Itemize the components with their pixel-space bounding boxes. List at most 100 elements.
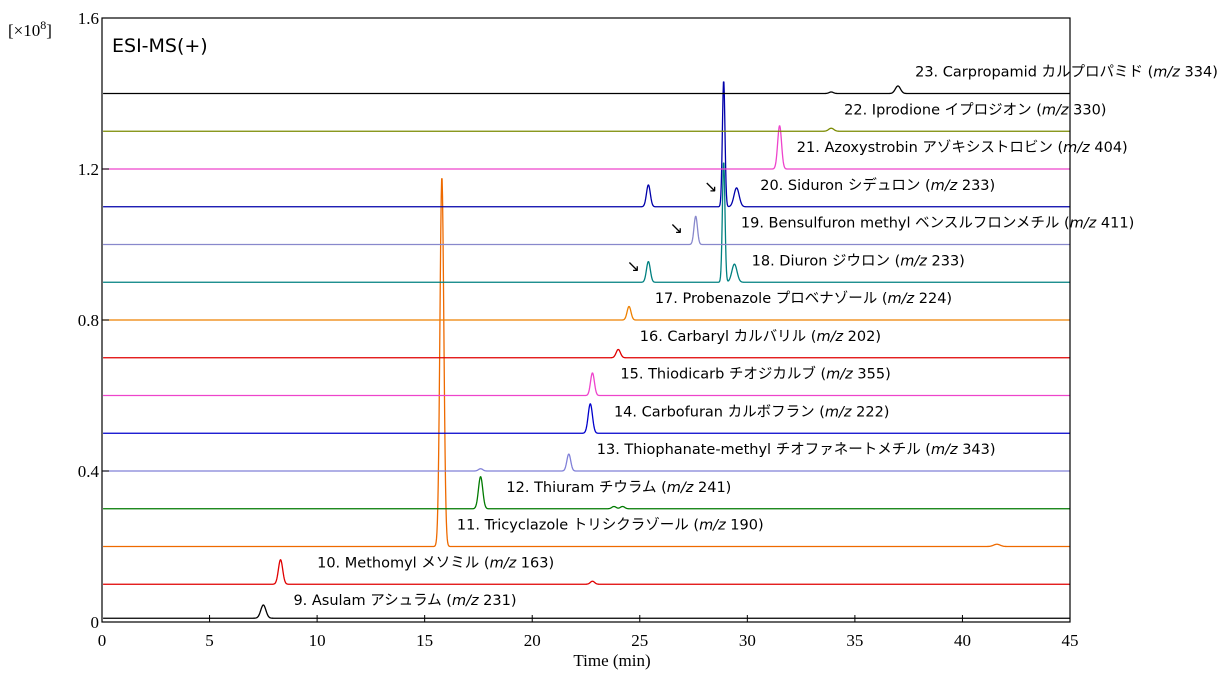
trace-line-22 bbox=[102, 127, 1070, 132]
trace-label-prefix: 18. Diuron ジウロン ( bbox=[752, 252, 901, 269]
trace-label-suffix: 334) bbox=[1180, 65, 1218, 81]
y-tick-label: 0.8 bbox=[78, 311, 99, 330]
trace-label-13: 13. Thiophanate-methyl チオファネートメチル (m/z 3… bbox=[597, 441, 996, 458]
trace-line-14 bbox=[102, 403, 1070, 434]
trace-label-16: 16. Carbaryl カルバリル (m/z 202) bbox=[640, 329, 881, 345]
x-tick-label: 10 bbox=[309, 631, 326, 650]
trace-line-12 bbox=[102, 476, 1070, 510]
trace-label-suffix: 231) bbox=[479, 593, 517, 609]
trace-label-suffix: 233) bbox=[927, 253, 965, 269]
x-tick-label: 15 bbox=[416, 631, 433, 650]
arrow-annotation: ↘ bbox=[704, 177, 717, 196]
trace-line-10 bbox=[102, 559, 1070, 585]
trace-line-11 bbox=[102, 178, 1070, 548]
x-tick-label: 30 bbox=[739, 631, 756, 650]
trace-label-mz: m/z bbox=[816, 329, 843, 345]
trace-label-prefix: 22. Iprodione イプロジオン ( bbox=[844, 101, 1042, 118]
trace-label-suffix: 404) bbox=[1090, 140, 1128, 156]
y-axis-multiplier: [×108] bbox=[8, 18, 52, 40]
trace-label-20: 20. Siduron シデュロン (m/z 233) bbox=[760, 176, 995, 194]
x-tick-label: 0 bbox=[98, 631, 107, 650]
trace-label-11: 11. Tricyclazole トリシクラゾール (m/z 190) bbox=[457, 517, 764, 534]
trace-label-15: 15. Thiodicarb チオジカルブ (m/z 355) bbox=[620, 365, 890, 383]
trace-label-mz: m/z bbox=[931, 178, 958, 194]
trace-label-prefix: 11. Tricyclazole トリシクラゾール ( bbox=[457, 517, 699, 534]
trace-label-prefix: 10. Methomyl メソミル ( bbox=[317, 555, 489, 571]
trace-label-prefix: 21. Azoxystrobin アゾキシストロビン ( bbox=[797, 139, 1063, 156]
y-axis-multiplier-base: [×10 bbox=[8, 21, 40, 40]
traces-group bbox=[102, 81, 1070, 619]
trace-label-mz: m/z bbox=[931, 442, 958, 458]
trace-label-10: 10. Methomyl メソミル (m/z 163) bbox=[317, 555, 554, 571]
trace-label-suffix: 241) bbox=[693, 480, 731, 496]
trace-line-16 bbox=[102, 348, 1070, 359]
panel-title: ESI-MS(+) bbox=[112, 35, 208, 57]
trace-label-suffix: 202) bbox=[843, 329, 881, 345]
trace-label-17: 17. Probenazole プロベナゾール (m/z 224) bbox=[655, 290, 952, 307]
y-tick-label: 0 bbox=[91, 613, 100, 632]
trace-label-mz: m/z bbox=[667, 480, 694, 496]
trace-label-mz: m/z bbox=[1070, 216, 1097, 232]
x-tick-label: 40 bbox=[954, 631, 971, 650]
trace-label-mz: m/z bbox=[490, 555, 517, 571]
x-tick-label: 35 bbox=[846, 631, 863, 650]
arrow-annotation: ↘ bbox=[670, 219, 683, 238]
trace-label-mz: m/z bbox=[699, 518, 726, 534]
trace-line-13 bbox=[102, 453, 1070, 472]
trace-label-prefix: 20. Siduron シデュロン ( bbox=[760, 176, 930, 194]
trace-label-21: 21. Azoxystrobin アゾキシストロビン (m/z 404) bbox=[797, 139, 1128, 156]
x-axis-title: Time (min) bbox=[573, 651, 650, 670]
trace-line-23 bbox=[102, 85, 1070, 95]
trace-label-mz: m/z bbox=[826, 367, 853, 383]
y-tick-label: 1.6 bbox=[78, 9, 99, 28]
y-tick-label: 0.4 bbox=[78, 462, 100, 481]
trace-label-suffix: 355) bbox=[853, 367, 891, 383]
trace-line-18 bbox=[102, 162, 1070, 283]
trace-label-mz: m/z bbox=[900, 253, 927, 269]
trace-label-suffix: 343) bbox=[958, 442, 996, 458]
y-axis-multiplier-close: ] bbox=[46, 21, 52, 40]
trace-label-suffix: 163) bbox=[516, 555, 554, 571]
trace-label-18: 18. Diuron ジウロン (m/z 233) bbox=[752, 252, 965, 269]
trace-label-prefix: 23. Carpropamid カルプロパミド ( bbox=[915, 64, 1153, 81]
trace-label-prefix: 13. Thiophanate-methyl チオファネートメチル ( bbox=[597, 441, 931, 458]
x-tick-label: 45 bbox=[1062, 631, 1079, 650]
x-tick-label: 5 bbox=[205, 631, 214, 650]
trace-line-15 bbox=[102, 372, 1070, 397]
trace-label-suffix: 330) bbox=[1069, 102, 1107, 118]
trace-line-20 bbox=[102, 81, 1070, 208]
trace-label-prefix: 14. Carbofuran カルボフラン ( bbox=[614, 403, 825, 420]
trace-label-suffix: 222) bbox=[852, 404, 890, 420]
trace-label-prefix: 17. Probenazole プロベナゾール ( bbox=[655, 290, 888, 307]
trace-label-suffix: 190) bbox=[726, 518, 764, 534]
trace-label-mz: m/z bbox=[888, 291, 915, 307]
trace-label-19: 19. Bensulfuron methyl ベンスルフロンメチル (m/z 4… bbox=[741, 216, 1134, 232]
y-tick-label: 1.2 bbox=[78, 160, 99, 179]
trace-label-mz: m/z bbox=[1042, 102, 1069, 118]
trace-label-23: 23. Carpropamid カルプロパミド (m/z 334) bbox=[915, 64, 1218, 81]
trace-label-12: 12. Thiuram チウラム (m/z 241) bbox=[506, 479, 731, 496]
x-tick-label: 25 bbox=[631, 631, 648, 650]
trace-label-suffix: 411) bbox=[1096, 216, 1134, 232]
trace-labels-group: 9. Asulam アシュラム (m/z 231) 10. Methomyl メソ… bbox=[293, 64, 1217, 610]
trace-label-22: 22. Iprodione イプロジオン (m/z 330) bbox=[844, 101, 1106, 118]
trace-label-mz: m/z bbox=[1153, 65, 1180, 81]
trace-label-14: 14. Carbofuran カルボフラン (m/z 222) bbox=[614, 403, 890, 420]
arrow-annotation: ↘ bbox=[627, 256, 640, 275]
trace-line-9 bbox=[102, 604, 1070, 619]
trace-line-21 bbox=[102, 125, 1070, 170]
trace-line-17 bbox=[102, 305, 1070, 321]
trace-label-9: 9. Asulam アシュラム (m/z 231) bbox=[293, 593, 516, 609]
trace-label-suffix: 233) bbox=[957, 178, 995, 194]
annotations-group: ↘ ↘ ↘ bbox=[627, 177, 718, 275]
trace-label-mz: m/z bbox=[452, 593, 479, 609]
trace-label-prefix: 12. Thiuram チウラム ( bbox=[506, 479, 666, 496]
x-tick-label: 20 bbox=[524, 631, 541, 650]
axes-group: 0 5 10 15 20 25 30 35 40 45 0 0.4 0.8 1.2 1.6 bbox=[78, 9, 1079, 650]
y-axis-multiplier-exp: 8 bbox=[40, 18, 46, 32]
trace-label-suffix: 224) bbox=[914, 291, 952, 307]
trace-label-prefix: 15. Thiodicarb チオジカルブ ( bbox=[620, 365, 826, 383]
trace-label-prefix: 16. Carbaryl カルバリル ( bbox=[640, 329, 817, 345]
trace-line-19 bbox=[102, 215, 1070, 246]
